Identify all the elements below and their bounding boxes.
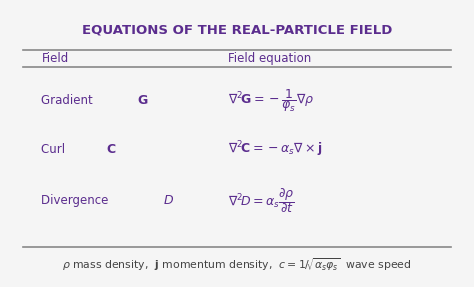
Text: $\rho$ mass density,  $\mathbf{j}$ momentum density,  $c = 1/\!\sqrt{\alpha_s\va: $\rho$ mass density, $\mathbf{j}$ moment… [62, 256, 412, 273]
Text: Field: Field [41, 52, 69, 65]
Text: $\nabla^2\!\mathbf{G} = -\dfrac{1}{\varphi_s}\nabla\rho$: $\nabla^2\!\mathbf{G} = -\dfrac{1}{\varp… [228, 87, 314, 114]
Text: Curl: Curl [41, 143, 73, 156]
Text: $\nabla^2\!\mathbf{C} = -\alpha_s\nabla\times\mathbf{j}$: $\nabla^2\!\mathbf{C} = -\alpha_s\nabla\… [228, 139, 322, 159]
Text: Divergence: Divergence [41, 194, 116, 207]
Text: $\mathbf{G}$: $\mathbf{G}$ [137, 94, 148, 107]
Text: EQUATIONS OF THE REAL-PARTICLE FIELD: EQUATIONS OF THE REAL-PARTICLE FIELD [82, 24, 392, 37]
Text: Gradient: Gradient [41, 94, 100, 107]
Text: $\nabla^2\!D = \alpha_s\dfrac{\partial\rho}{\partial t}$: $\nabla^2\!D = \alpha_s\dfrac{\partial\r… [228, 186, 295, 215]
Text: $D$: $D$ [164, 194, 174, 207]
Text: Field equation: Field equation [228, 52, 311, 65]
Text: $\mathbf{C}$: $\mathbf{C}$ [106, 143, 116, 156]
